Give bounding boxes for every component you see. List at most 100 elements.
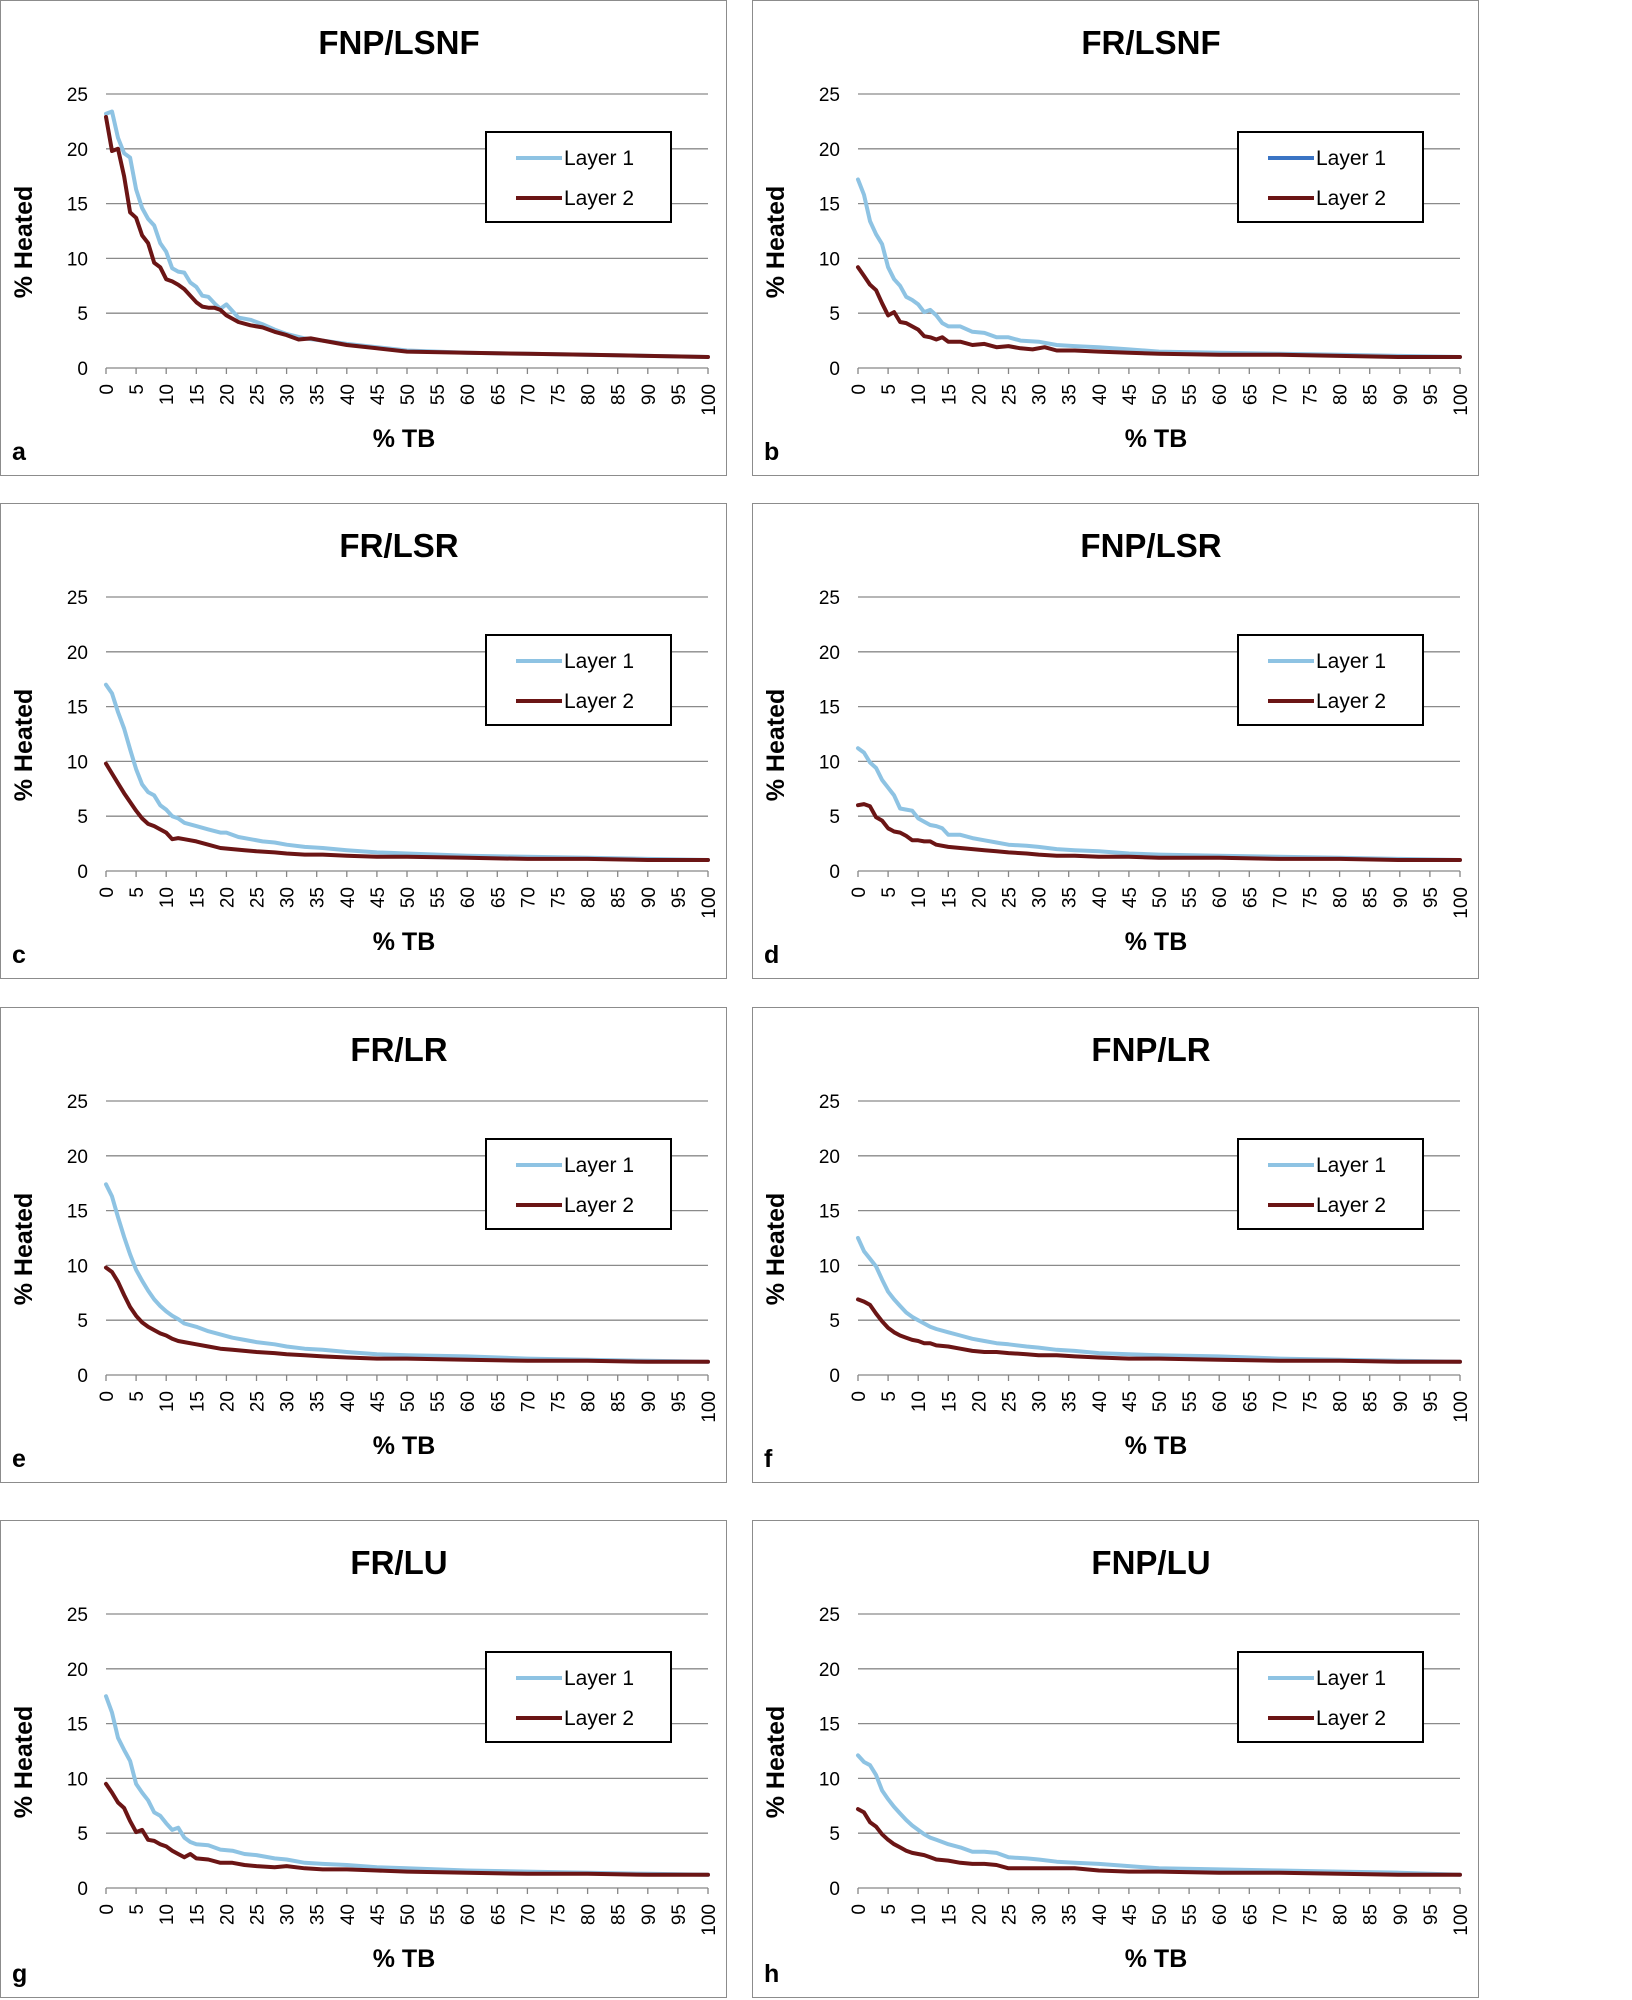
series-line-layer-2: [104, 761, 710, 862]
y-axis-label: % Heated: [10, 1193, 38, 1306]
x-tick-label: 10: [909, 1904, 930, 1925]
legend-label-layer-1: Layer 1: [1316, 1667, 1386, 1690]
chart-panel-d: FNP/LSR 0 5 10 15 20 25 0 5 10 15 20 25 30 35 40 45 50 55 6…: [752, 503, 1479, 979]
y-tick-label: 10: [67, 249, 88, 270]
x-tick-label: 45: [1120, 1904, 1141, 1925]
x-tick-label: 95: [669, 384, 690, 405]
x-tick-label: 45: [368, 1904, 389, 1925]
x-tick-label: 30: [1030, 887, 1051, 908]
series-line-layer-1: [104, 1182, 710, 1364]
legend-label-layer-2: Layer 2: [564, 187, 634, 210]
x-tick-label: 80: [579, 1904, 600, 1925]
y-tick-label: 20: [67, 1147, 88, 1168]
x-axis-label: % TB: [373, 928, 436, 956]
x-tick-label: 65: [1240, 384, 1261, 405]
x-tick-label: 80: [1331, 384, 1352, 405]
x-tick-label: 95: [669, 1904, 690, 1925]
chart-panel-h: FNP/LU 0 5 10 15 20 25 0 5 10 15 20 25 30 35 40 45 50 55 60…: [752, 1520, 1479, 1998]
y-tick-label: 15: [67, 195, 88, 216]
y-tick-label: 10: [819, 249, 840, 270]
y-axis-label: % Heated: [762, 1193, 790, 1306]
x-tick-label: 75: [549, 1904, 570, 1925]
legend-box: [1237, 131, 1424, 223]
x-tick-label: 70: [518, 384, 539, 405]
x-axis-label: % TB: [1125, 1432, 1188, 1460]
y-tick-label: 5: [77, 1824, 88, 1845]
y-tick-label: 10: [67, 1256, 88, 1277]
x-tick-label: 25: [248, 384, 269, 405]
x-tick-label: 35: [1060, 1391, 1081, 1412]
x-tick-label: 40: [338, 384, 359, 405]
legend-label-layer-1: Layer 1: [1316, 650, 1386, 673]
y-tick-label: 0: [829, 862, 840, 883]
x-tick-label: 0: [849, 384, 870, 395]
x-tick-label: 45: [368, 1391, 389, 1412]
y-tick-label: 0: [829, 1366, 840, 1387]
x-tick-label: 35: [308, 1391, 329, 1412]
x-tick-label: 80: [579, 887, 600, 908]
x-tick-label: 40: [1090, 887, 1111, 908]
legend-label-layer-1: Layer 1: [564, 1154, 634, 1177]
x-tick-label: 90: [639, 887, 660, 908]
x-tick-label: 50: [1150, 384, 1171, 405]
y-tick-label: 25: [819, 588, 840, 609]
x-tick-label: 25: [1000, 1391, 1021, 1412]
y-tick-label: 20: [819, 643, 840, 664]
x-tick-label: 55: [428, 384, 449, 405]
x-axis-label: % TB: [1125, 425, 1188, 453]
x-tick-label: 70: [518, 887, 539, 908]
chart-panel-a: FNP/LSNF 0 5 10 15 20 25 0 5 10 15 20 25 30 35 40 45 50 55…: [0, 0, 727, 476]
x-tick-label: 40: [1090, 1904, 1111, 1925]
chart-title: FR/LU: [350, 1544, 447, 1581]
x-axis-label: % TB: [1125, 928, 1188, 956]
x-tick-label: 55: [1180, 1904, 1201, 1925]
y-tick-label: 5: [77, 304, 88, 325]
panel-label: f: [764, 1445, 773, 1473]
y-tick-label: 15: [67, 1715, 88, 1736]
x-tick-label: 95: [1421, 384, 1442, 405]
x-tick-label: 100: [1451, 1904, 1472, 1936]
y-tick-label: 10: [67, 752, 88, 773]
y-tick-label: 25: [819, 85, 840, 106]
x-tick-label: 15: [939, 887, 960, 908]
chart-panel-c: FR/LSR 0 5 10 15 20 25 0 5 10 15 20 25 30 35 40 45 50 55 60…: [0, 503, 727, 979]
x-tick-label: 30: [278, 1391, 299, 1412]
x-tick-label: 20: [217, 1904, 238, 1925]
x-tick-label: 95: [669, 887, 690, 908]
x-tick-label: 0: [97, 1904, 118, 1915]
x-tick-label: 25: [248, 1391, 269, 1412]
x-tick-label: 85: [609, 887, 630, 908]
y-tick-label: 20: [819, 1660, 840, 1681]
x-tick-label: 85: [609, 1904, 630, 1925]
x-tick-label: 85: [609, 384, 630, 405]
x-tick-label: 5: [127, 1904, 148, 1915]
x-tick-label: 10: [157, 384, 178, 405]
x-tick-label: 65: [488, 887, 509, 908]
panel-label: h: [764, 1960, 779, 1988]
x-tick-label: 95: [1421, 887, 1442, 908]
chart-title: FR/LR: [350, 1031, 447, 1068]
chart-panel-g: FR/LU 0 5 10 15 20 25 0 5 10 15 20 25 30 35 40 45 50 55 60 6…: [0, 1520, 727, 1998]
x-tick-label: 35: [308, 887, 329, 908]
x-tick-label: 45: [368, 887, 389, 908]
chart-title: FR/LSR: [339, 527, 458, 564]
x-tick-label: 30: [1030, 1391, 1051, 1412]
chart-title: FNP/LSR: [1080, 527, 1221, 564]
x-tick-label: 100: [699, 1904, 720, 1936]
y-tick-label: 10: [819, 1769, 840, 1790]
x-tick-label: 40: [1090, 1391, 1111, 1412]
legend-label-layer-1: Layer 1: [564, 1667, 634, 1690]
x-tick-label: 95: [1421, 1391, 1442, 1412]
legend-box: [1237, 1138, 1424, 1230]
y-axis-label: % Heated: [10, 186, 38, 299]
x-tick-label: 20: [217, 887, 238, 908]
series-line-layer-2: [104, 115, 710, 359]
x-tick-label: 35: [1060, 887, 1081, 908]
x-tick-label: 35: [308, 384, 329, 405]
x-tick-label: 40: [1090, 384, 1111, 405]
x-tick-label: 55: [1180, 887, 1201, 908]
x-tick-label: 15: [187, 1904, 208, 1925]
x-tick-label: 0: [97, 384, 118, 395]
